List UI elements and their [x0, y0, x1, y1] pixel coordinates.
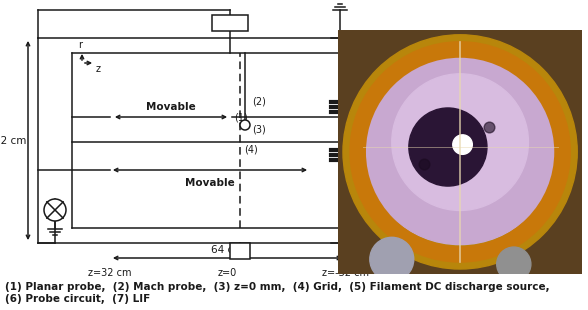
Circle shape [44, 199, 66, 221]
Text: z=-32 cm: z=-32 cm [322, 268, 369, 278]
Text: 64 cm: 64 cm [211, 245, 243, 255]
Circle shape [370, 237, 414, 281]
Text: (6): (6) [223, 18, 237, 28]
Circle shape [240, 120, 250, 130]
Text: Movable: Movable [146, 102, 196, 112]
Circle shape [343, 35, 577, 269]
Text: Movable: Movable [185, 178, 235, 188]
Text: r: r [78, 40, 82, 50]
Text: (1) Planar probe,  (2) Mach probe,  (3) z=0 mm,  (4) Grid,  (5) Filament DC disc: (1) Planar probe, (2) Mach probe, (3) z=… [5, 282, 550, 303]
Text: z=0: z=0 [218, 268, 237, 278]
Point [485, 125, 494, 130]
Text: (1): (1) [234, 112, 248, 122]
Bar [212, 15, 248, 31]
Text: 32 cm: 32 cm [0, 135, 26, 145]
Text: (5): (5) [347, 120, 362, 130]
Circle shape [362, 49, 558, 245]
Text: z: z [96, 64, 101, 74]
Bar [230, 243, 250, 259]
Text: z=32 cm: z=32 cm [88, 268, 132, 278]
Text: (2): (2) [252, 97, 266, 107]
Point [419, 162, 428, 166]
Circle shape [392, 74, 529, 210]
Text: (7): (7) [233, 246, 247, 256]
Circle shape [497, 247, 531, 281]
Text: (4): (4) [244, 144, 258, 154]
Text: (3): (3) [252, 124, 266, 134]
Circle shape [453, 135, 472, 154]
Circle shape [409, 108, 487, 186]
